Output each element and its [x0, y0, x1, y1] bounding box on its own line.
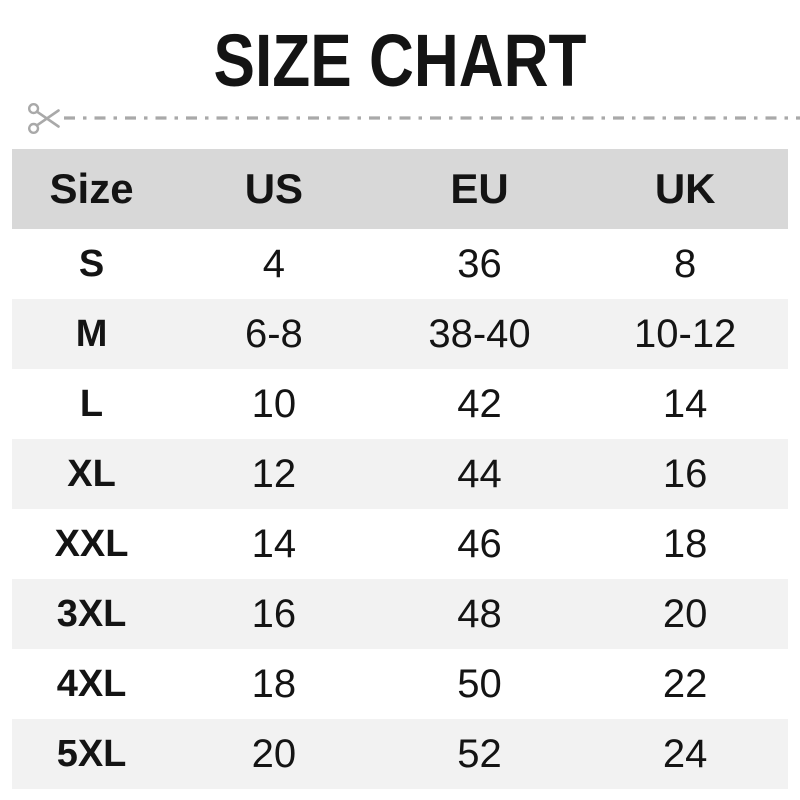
cell-uk: 24: [662, 731, 708, 776]
cell-size: XXL: [54, 522, 129, 565]
cell-uk: 22: [662, 661, 708, 706]
cell-uk: 16: [662, 451, 708, 496]
header-cell-uk: UK: [582, 149, 788, 229]
cell-uk: 14: [662, 381, 708, 426]
cut-here-divider: [27, 99, 800, 139]
cell-uk: 8: [674, 241, 697, 286]
table-row: XL 12 44 16: [12, 439, 788, 509]
header-cell-size: Size: [12, 149, 172, 229]
cell-eu: 52: [457, 731, 502, 776]
cell-eu: 46: [457, 521, 502, 566]
cell-size: L: [79, 382, 104, 425]
size-conversion-table: Size US EU UK S 4 36 8 M 6-8 38-40 10-12: [12, 149, 788, 789]
cell-us: 20: [251, 731, 297, 776]
cell-uk: 20: [662, 591, 708, 636]
cell-uk: 18: [662, 521, 708, 566]
header-cell-eu: EU: [376, 149, 583, 229]
cell-eu: 38-40: [428, 311, 531, 356]
cell-eu: 42: [457, 381, 502, 426]
cell-us: 18: [251, 661, 297, 706]
cell-size: 3XL: [56, 592, 127, 635]
cell-uk: 10-12: [634, 311, 737, 356]
size-table-container: Size US EU UK S 4 36 8 M 6-8 38-40 10-12: [12, 149, 788, 789]
table-row: 5XL 20 52 24: [12, 719, 788, 789]
cell-size: XL: [67, 452, 116, 495]
header-cell-us: US: [171, 149, 377, 229]
table-row: L 10 42 14: [12, 369, 788, 439]
cell-us: 14: [251, 521, 297, 566]
cell-us: 4: [262, 241, 286, 286]
cell-size: S: [78, 242, 105, 285]
cell-us: 16: [251, 591, 297, 636]
cell-eu: 48: [457, 591, 502, 636]
table-row: M 6-8 38-40 10-12: [12, 299, 788, 369]
dash-dot-cut-line: [64, 116, 800, 120]
cell-us: 6-8: [244, 311, 303, 356]
cell-size: 5XL: [56, 732, 127, 775]
page-title: SIZE CHART: [213, 19, 587, 102]
cell-eu: 44: [457, 451, 502, 496]
table-row: XXL 14 46 18: [12, 509, 788, 579]
cell-us: 12: [251, 451, 297, 496]
table-row: 4XL 18 50 22: [12, 649, 788, 719]
table-row: S 4 36 8: [12, 229, 788, 299]
scissors-icon: [27, 103, 60, 135]
cell-size: M: [75, 312, 108, 355]
cell-size: 4XL: [56, 662, 127, 705]
cell-eu: 36: [457, 241, 502, 286]
table-row: 3XL 16 48 20: [12, 579, 788, 649]
table-header-row: Size US EU UK: [12, 149, 788, 229]
cell-us: 10: [251, 381, 297, 426]
cell-eu: 50: [457, 661, 502, 706]
